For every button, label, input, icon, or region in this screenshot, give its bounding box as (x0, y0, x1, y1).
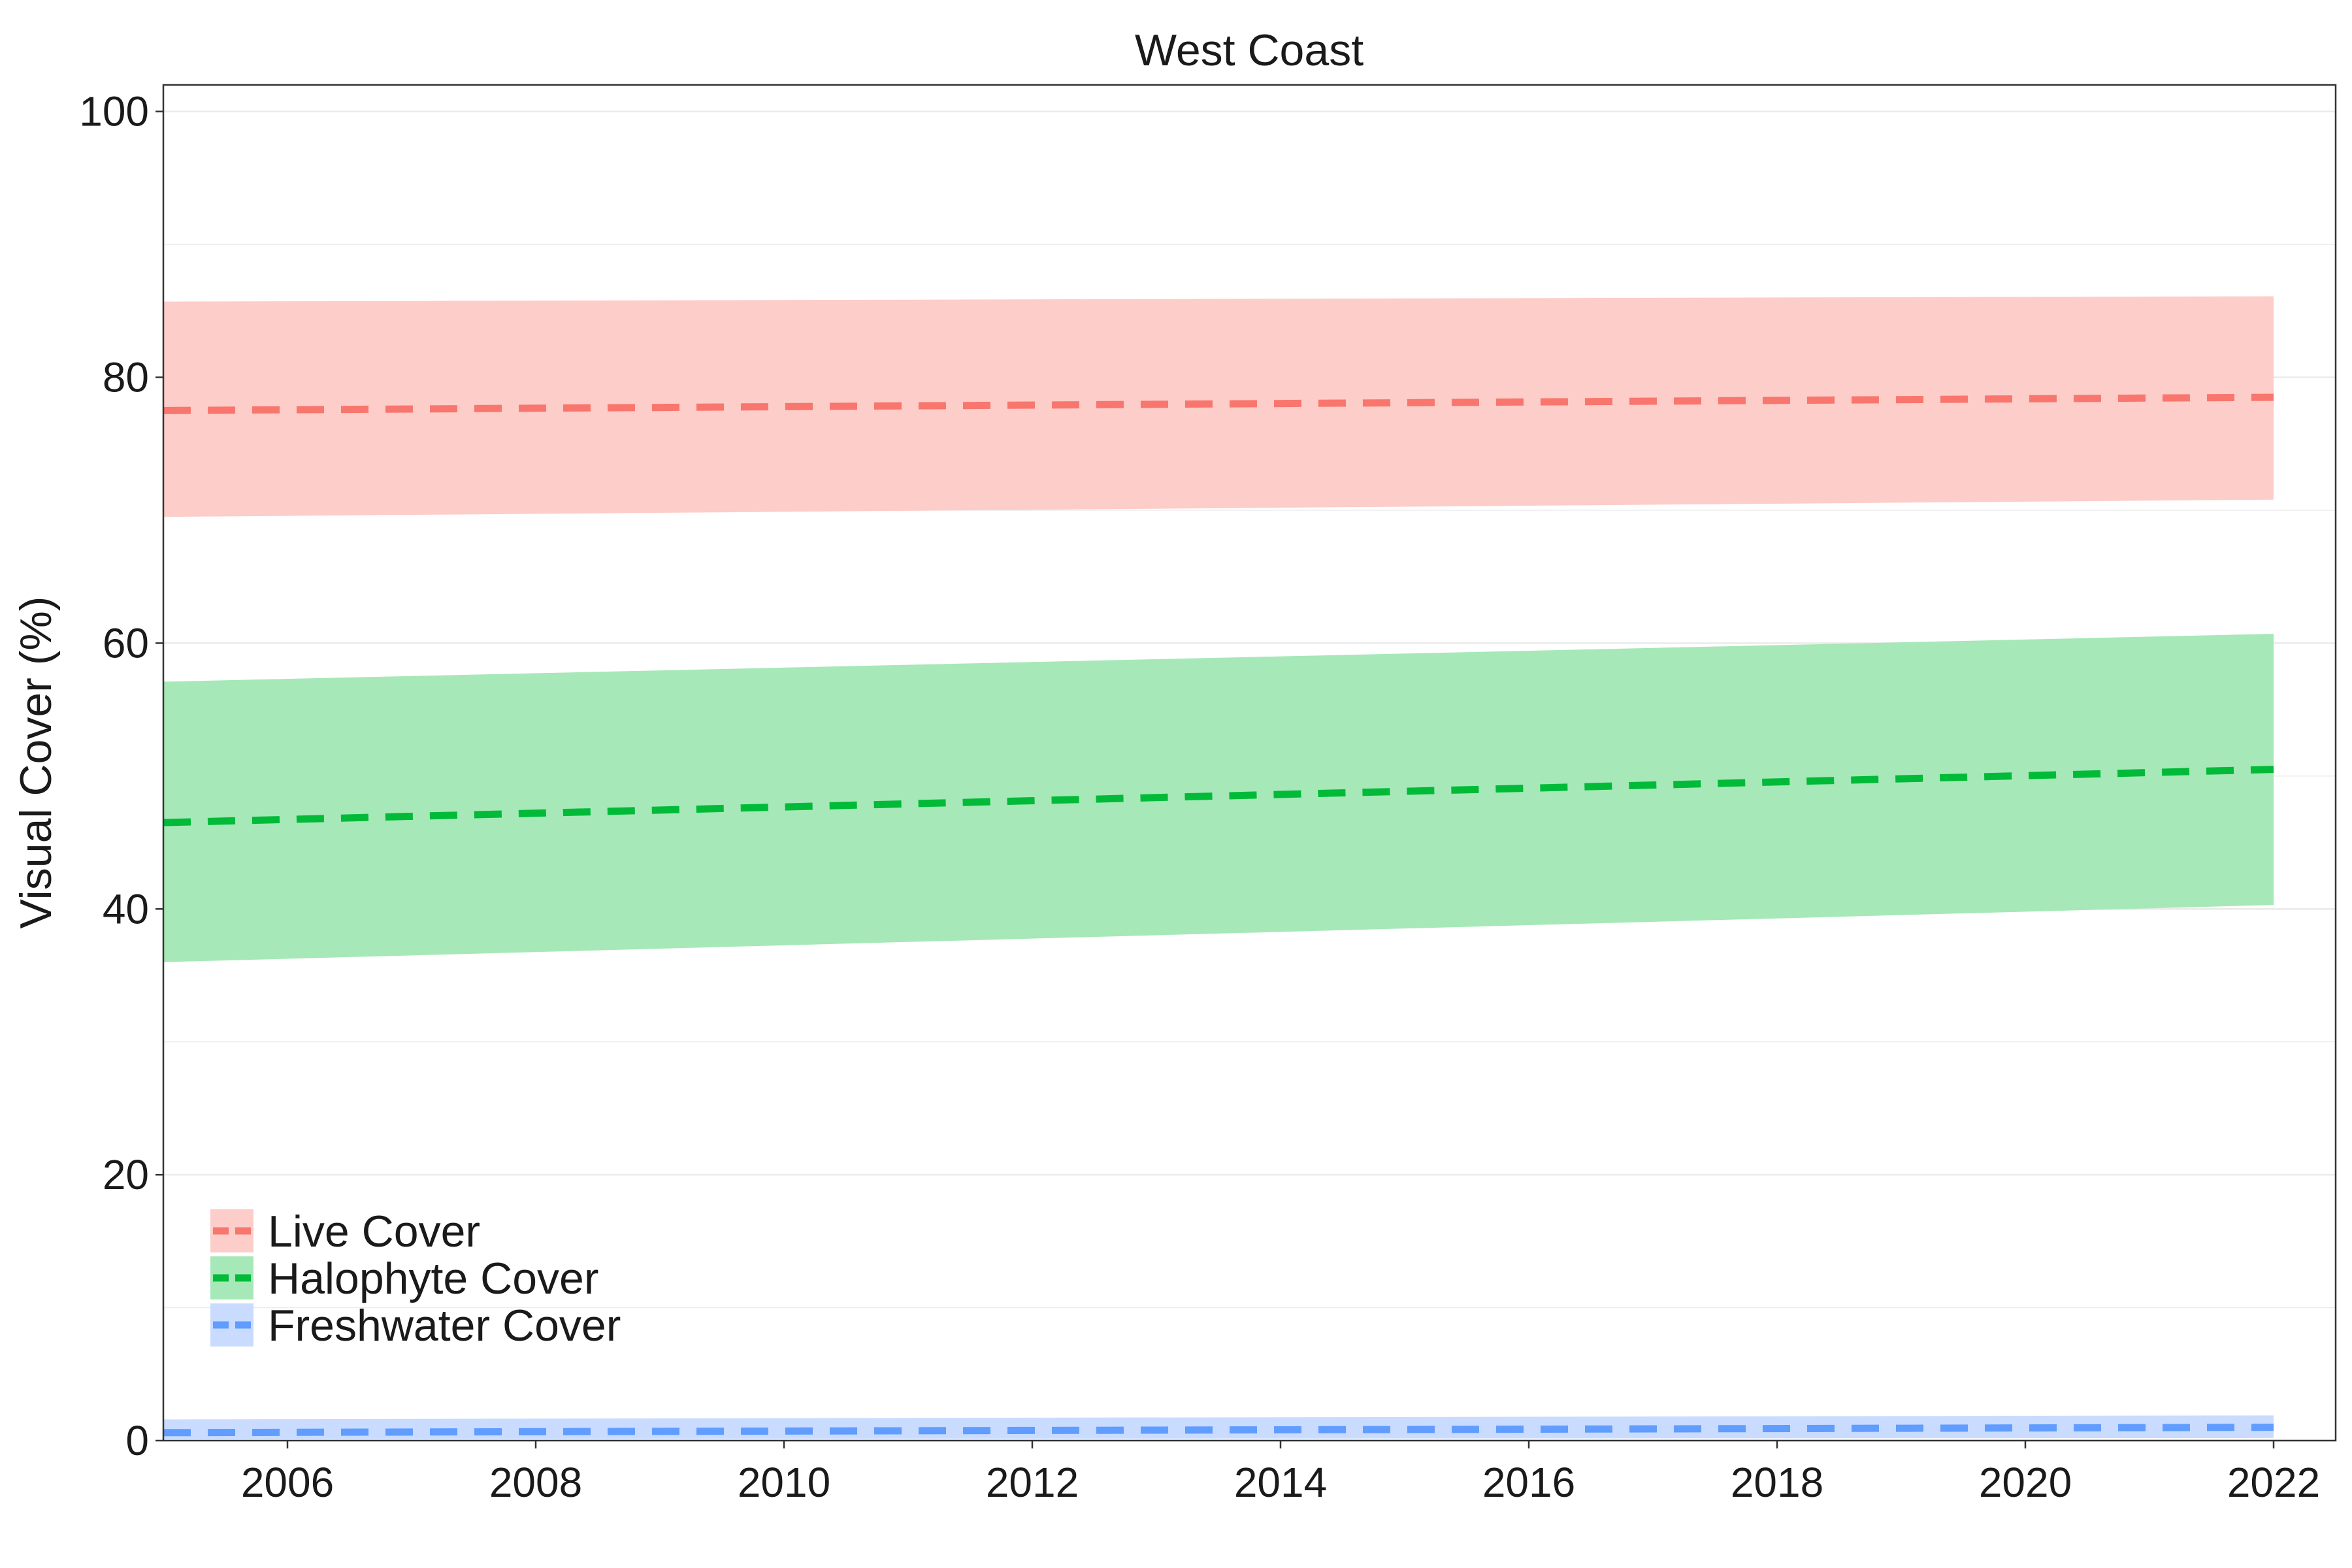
confidence-band-0 (163, 296, 2274, 517)
y-axis-label: Visual Cover (%) (11, 596, 61, 929)
x-tick-label: 2012 (986, 1459, 1079, 1506)
y-tick-label: 0 (125, 1417, 149, 1464)
series-line-1 (163, 766, 2274, 826)
x-tick-label: 2018 (1731, 1459, 1823, 1506)
legend-item: Freshwater Cover (210, 1301, 621, 1350)
series-line-2 (163, 1424, 2274, 1437)
x-tick-label: 2014 (1234, 1459, 1327, 1506)
y-tick-label: 40 (103, 885, 149, 932)
x-tick-label: 2008 (489, 1459, 582, 1506)
x-tick-label: 2010 (738, 1459, 830, 1506)
confidence-band-1 (163, 634, 2274, 962)
y-tick-label: 60 (103, 619, 149, 666)
y-tick-label: 80 (103, 354, 149, 401)
y-tick-label: 100 (79, 88, 149, 135)
plot-border (162, 84, 2337, 1442)
x-tick-label: 2016 (1482, 1459, 1575, 1506)
chart-title: West Coast (1135, 25, 1364, 75)
legend-item: Live Cover (210, 1207, 480, 1256)
line-layer (163, 393, 2274, 1437)
series-line-0 (163, 393, 2274, 414)
x-tick-label: 2020 (1979, 1459, 2072, 1506)
legend-label: Freshwater Cover (268, 1301, 621, 1350)
legend-label: Halophyte Cover (268, 1254, 598, 1303)
axis-layer: 0 20 40 60 80 100 2006 2008 2010 2012 2014 2016 2018… (79, 88, 2320, 1506)
x-tick-label: 2006 (241, 1459, 334, 1506)
y-tick-label: 20 (103, 1151, 149, 1198)
x-tick-label: 2022 (2227, 1459, 2320, 1506)
legend-label: Live Cover (268, 1207, 480, 1256)
confidence-band-2 (163, 1415, 2274, 1439)
legend-item: Halophyte Cover (210, 1254, 598, 1303)
band-layer (163, 296, 2274, 1439)
